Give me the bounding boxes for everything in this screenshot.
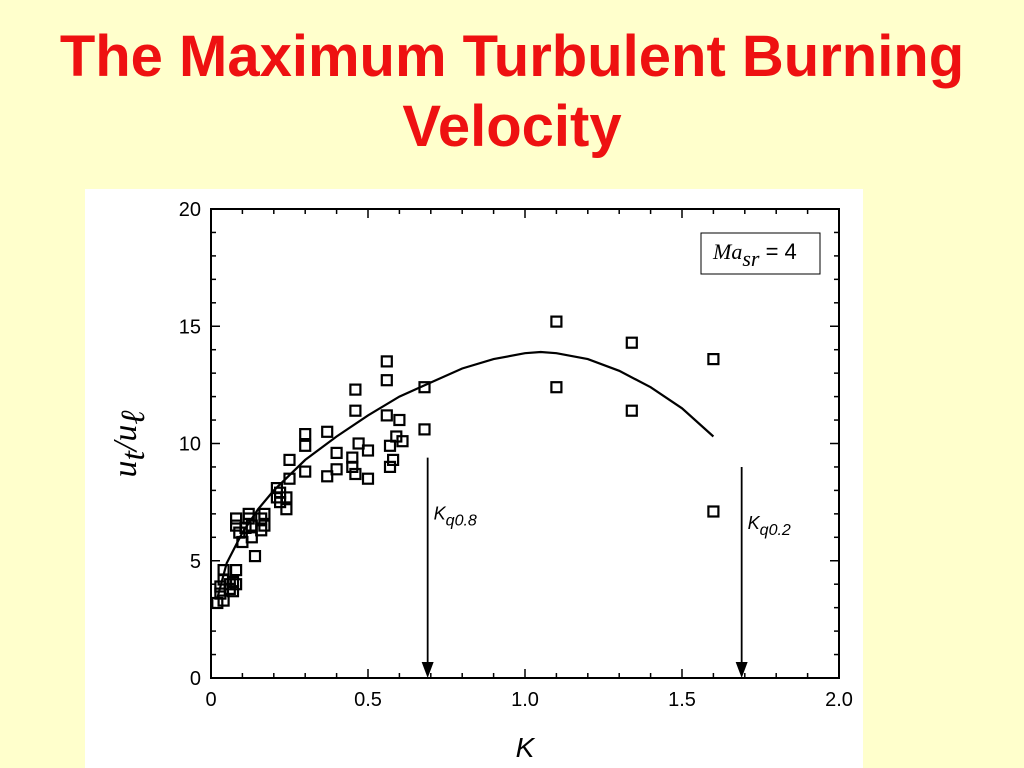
data-point — [283, 453, 296, 466]
axis-tick-labels: 0 0.5 1.0 1.5 2.0 0 5 10 15 20 — [179, 199, 853, 711]
data-point — [346, 460, 359, 473]
data-point — [258, 519, 271, 532]
legend-value: = 4 — [759, 239, 796, 264]
data-point — [217, 594, 230, 607]
data-point — [707, 505, 720, 518]
x-tick-label: 1.5 — [668, 689, 696, 711]
data-point — [321, 425, 334, 438]
annotation-label-1: Kq0.8 — [434, 504, 477, 530]
annotation-sub: q0.8 — [446, 513, 477, 530]
annotation-label-2: Kq0.2 — [748, 513, 791, 539]
y-axis-main: u — [107, 461, 144, 478]
slide-title: The Maximum Turbulent Burning Velocity — [0, 22, 1024, 162]
data-points — [211, 315, 720, 610]
slide-title-line2: Velocity — [402, 94, 622, 159]
x-tick-label: 1.0 — [511, 689, 539, 711]
annotations: Kq0.8 Kq0.2 — [421, 457, 791, 678]
data-point — [299, 428, 312, 441]
data-point — [625, 336, 638, 349]
y-tick-label: 0 — [190, 668, 201, 690]
data-point — [349, 404, 362, 417]
legend-box — [700, 232, 821, 275]
y-axis-sep: / — [107, 438, 144, 453]
x-tick-label: 0.5 — [354, 689, 382, 711]
data-point — [361, 472, 375, 485]
data-point — [299, 465, 312, 478]
legend-text: Masr = 4 — [712, 239, 797, 271]
data-point — [245, 531, 258, 544]
data-point — [550, 381, 563, 394]
y-axis-main2: u — [107, 425, 144, 442]
data-point — [418, 381, 431, 394]
chart-panel: 0 0.5 1.0 1.5 2.0 0 5 10 15 20 Kq0.8 Kq0.2 Masr = … — [85, 189, 863, 768]
fit-curve — [216, 350, 715, 599]
data-point — [707, 353, 720, 366]
data-point — [283, 472, 296, 485]
data-point — [217, 564, 230, 577]
data-point — [248, 550, 262, 563]
data-point — [393, 413, 406, 427]
data-point — [550, 315, 563, 328]
data-point — [330, 446, 343, 459]
data-point — [230, 512, 243, 525]
annotation-main: K — [434, 504, 447, 524]
data-point — [387, 453, 400, 466]
y-axis-sub2: ℓ — [115, 410, 152, 424]
data-point — [258, 507, 271, 520]
data-point — [380, 374, 393, 387]
y-tick-label: 20 — [179, 199, 201, 221]
plot-frame — [210, 208, 840, 679]
data-point — [280, 491, 293, 504]
data-point — [383, 460, 397, 473]
data-point — [361, 444, 375, 457]
y-tick-label: 10 — [179, 434, 201, 456]
data-point — [418, 423, 431, 436]
annotation-arrowhead — [421, 662, 434, 678]
data-point — [349, 467, 362, 481]
svg-text:ut/uℓ: ut/uℓ — [107, 410, 152, 477]
legend-main: Ma — [712, 239, 742, 264]
data-point — [349, 383, 362, 396]
legend: Masr = 4 — [700, 232, 821, 275]
y-tick-label: 15 — [179, 316, 201, 338]
annotation-sub: q0.2 — [760, 522, 791, 539]
data-point — [280, 503, 293, 516]
legend-sub: sr — [742, 246, 760, 271]
data-point — [383, 439, 397, 452]
y-axis-sub: t — [115, 450, 152, 461]
y-tick-label: 5 — [190, 551, 201, 573]
x-tick-label: 0 — [205, 689, 216, 711]
data-point — [226, 575, 240, 588]
y-axis-title: ut/uℓ — [107, 410, 152, 477]
data-point — [242, 512, 255, 525]
x-axis-title: K — [516, 732, 536, 763]
data-point — [230, 578, 243, 591]
annotation-arrowhead — [735, 662, 748, 678]
data-point — [223, 578, 236, 591]
data-point — [380, 355, 393, 368]
data-point — [321, 470, 334, 483]
data-point — [625, 404, 638, 417]
data-point — [352, 437, 365, 450]
data-point — [380, 409, 393, 422]
data-point — [230, 564, 243, 577]
data-point — [396, 435, 409, 448]
axis-ticks — [210, 208, 840, 679]
x-tick-label: 2.0 — [825, 689, 853, 711]
data-point — [330, 463, 343, 476]
data-point — [299, 439, 312, 452]
annotation-main: K — [748, 513, 761, 533]
slide-title-line1: The Maximum Turbulent Burning — [59, 24, 965, 89]
